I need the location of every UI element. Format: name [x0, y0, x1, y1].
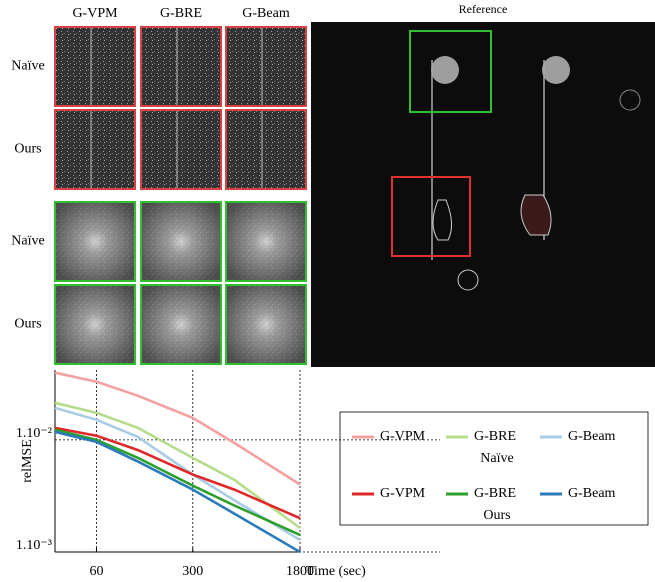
thumbnail-glow — [55, 202, 135, 281]
series-line — [54, 428, 301, 537]
thumbnail-border — [140, 26, 222, 107]
thumbnail — [55, 27, 135, 106]
legend-box — [339, 411, 649, 526]
x-tick-label: 60 — [89, 564, 103, 579]
thumbnail-border — [225, 201, 307, 282]
x-tick-label: 1800 — [286, 564, 314, 579]
thumbnail-border — [225, 109, 307, 190]
series-line — [54, 430, 301, 554]
legend-label: G-BRE — [474, 486, 516, 501]
series-line — [54, 426, 301, 520]
thumbnail-border — [140, 201, 222, 282]
y-tick-label: 1.10⁻³ — [16, 538, 52, 553]
series-line — [54, 401, 301, 529]
thumbnail-glow — [141, 202, 221, 281]
x-axis-label: Time (sec) — [306, 564, 366, 579]
thumbnail-border — [140, 109, 222, 190]
thumbnail-glow — [226, 202, 306, 281]
legend-label: G-BRE — [474, 429, 516, 444]
series-line — [54, 371, 301, 486]
thumbnail-border — [225, 26, 307, 107]
y-axis-label: relMSE — [20, 439, 35, 483]
legend-label: G-Beam — [568, 429, 616, 444]
thumbnail-border — [54, 284, 136, 365]
reference-image — [311, 22, 655, 367]
thumbnail-glow — [141, 285, 221, 364]
thumbnail-border — [54, 26, 136, 107]
reference-title: Reference — [459, 2, 508, 16]
legend-group-label: Naïve — [480, 451, 513, 466]
row-label: Ours — [14, 317, 41, 332]
thumbnail — [141, 27, 221, 106]
legend-label: G-VPM — [380, 429, 426, 444]
thumbnail — [141, 110, 221, 189]
legend-label: G-VPM — [380, 486, 426, 501]
row-label: Naïve — [11, 234, 44, 249]
y-tick-label: 1.10⁻² — [16, 426, 52, 441]
thumbnail-glow — [55, 285, 135, 364]
thumbnail — [226, 110, 306, 189]
thumbnail-border — [54, 201, 136, 282]
row-label: Naïve — [11, 59, 44, 74]
legend-group-label: Ours — [483, 508, 510, 523]
thumbnail-border — [54, 109, 136, 190]
thumbnail-border — [140, 284, 222, 365]
thumbnail — [226, 27, 306, 106]
series-line — [54, 406, 301, 542]
row-label: Ours — [14, 142, 41, 157]
image-grid — [54, 26, 307, 365]
thumbnail — [55, 110, 135, 189]
thumbnail-glow — [226, 285, 306, 364]
column-header: G-Beam — [242, 6, 290, 21]
legend-label: G-Beam — [568, 486, 616, 501]
thumbnail-border — [225, 284, 307, 365]
column-header: G-BRE — [160, 6, 202, 21]
x-tick-label: 300 — [182, 564, 203, 579]
column-header: G-VPM — [72, 6, 118, 21]
